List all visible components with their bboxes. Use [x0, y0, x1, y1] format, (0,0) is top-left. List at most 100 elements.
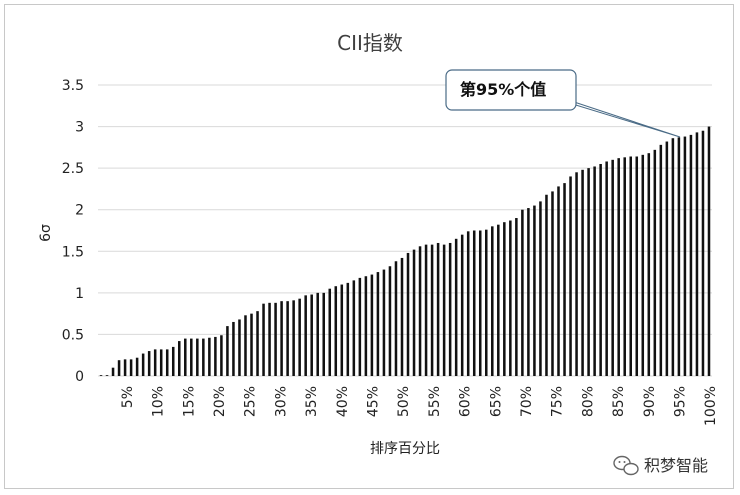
x-tick-label: 25% [243, 386, 259, 417]
bar [454, 238, 458, 376]
bar [448, 242, 452, 376]
bar [466, 231, 470, 376]
bar [575, 172, 578, 376]
bar [376, 272, 380, 376]
bars [99, 126, 711, 376]
bar [147, 351, 151, 376]
y-tick-label: 0.5 [62, 327, 84, 343]
x-tick-label: 75% [550, 386, 566, 417]
x-tick-label: 95% [673, 386, 689, 417]
bar [370, 274, 374, 376]
bar [153, 349, 157, 376]
bar [232, 321, 235, 376]
bar [99, 375, 103, 376]
bar [208, 337, 211, 376]
bar [599, 163, 602, 376]
x-axis-label: 排序百分比 [370, 441, 440, 457]
bar [653, 149, 657, 376]
bar [707, 126, 711, 376]
bar [394, 261, 398, 376]
bar [165, 349, 169, 376]
bar [689, 134, 693, 376]
bar [659, 144, 663, 376]
x-tick-label: 65% [488, 386, 504, 417]
bar [515, 218, 518, 376]
y-tick-labels: 0 0.5 1 1.5 2 2.5 3 3.5 [62, 78, 84, 385]
y-tick-label: 3.5 [62, 78, 84, 94]
bar [424, 244, 428, 376]
x-tick-label: 100% [703, 386, 719, 426]
x-tick-label: 60% [458, 386, 474, 417]
bar [310, 294, 313, 376]
bar [123, 359, 127, 376]
bar [190, 338, 193, 376]
bar [238, 319, 241, 376]
bar [617, 158, 620, 376]
y-gridlines [98, 84, 712, 377]
bar [611, 159, 614, 376]
bar [129, 359, 133, 376]
bar [141, 353, 145, 376]
bar [171, 346, 175, 376]
bar [178, 341, 181, 376]
bar [671, 138, 675, 376]
bar [593, 166, 596, 376]
y-axis-label: 6σ [38, 224, 54, 242]
x-tick-label: 45% [366, 386, 382, 417]
x-tick-label: 40% [335, 386, 351, 417]
bar [533, 205, 536, 376]
bar [587, 168, 590, 376]
wechat-icon [613, 455, 639, 476]
bar [196, 338, 199, 376]
x-tick-label: 55% [427, 386, 443, 417]
bar [214, 336, 217, 376]
bar [250, 313, 253, 376]
bar [472, 230, 476, 376]
bar [695, 132, 699, 376]
x-tick-label: 10% [151, 386, 167, 417]
bar [298, 298, 301, 376]
bar [322, 292, 325, 376]
bar [334, 286, 338, 376]
bar [436, 242, 440, 376]
watermark: 积梦智能 [613, 455, 708, 476]
annotation-callout: 第95%个值 [445, 69, 681, 138]
callout-text: 第95%个值 [460, 80, 546, 99]
bar [635, 156, 639, 376]
y-tick-label: 2.5 [62, 161, 84, 177]
x-tick-label: 20% [212, 386, 228, 417]
bar [286, 301, 289, 376]
y-tick-label: 2 [75, 203, 84, 219]
x-tick-label: 15% [181, 386, 197, 417]
bar [412, 249, 416, 376]
bar [400, 257, 404, 376]
bar [280, 301, 283, 376]
bar [202, 338, 205, 376]
bar [509, 220, 512, 376]
bar [569, 176, 572, 376]
chart-title: CII指数 [337, 31, 403, 55]
bar [641, 154, 645, 376]
x-tick-label: 5% [120, 386, 136, 408]
bar [358, 277, 362, 376]
bar [701, 130, 705, 376]
x-tick-label: 35% [304, 386, 320, 417]
bar [105, 375, 109, 376]
y-tick-label: 1.5 [62, 244, 84, 260]
bar [111, 367, 115, 376]
x-tick-label: 30% [273, 386, 289, 417]
bar [352, 280, 356, 376]
bar [256, 311, 259, 376]
bar [521, 209, 524, 376]
bar [539, 201, 542, 376]
bar [629, 156, 632, 376]
bar [485, 229, 488, 376]
bar [442, 244, 446, 376]
callout-pointer [555, 95, 681, 138]
bar [316, 292, 319, 376]
x-tick-label: 85% [611, 386, 627, 417]
bar [623, 157, 626, 376]
bar [304, 295, 307, 376]
bar [647, 153, 651, 376]
bar [340, 284, 344, 376]
